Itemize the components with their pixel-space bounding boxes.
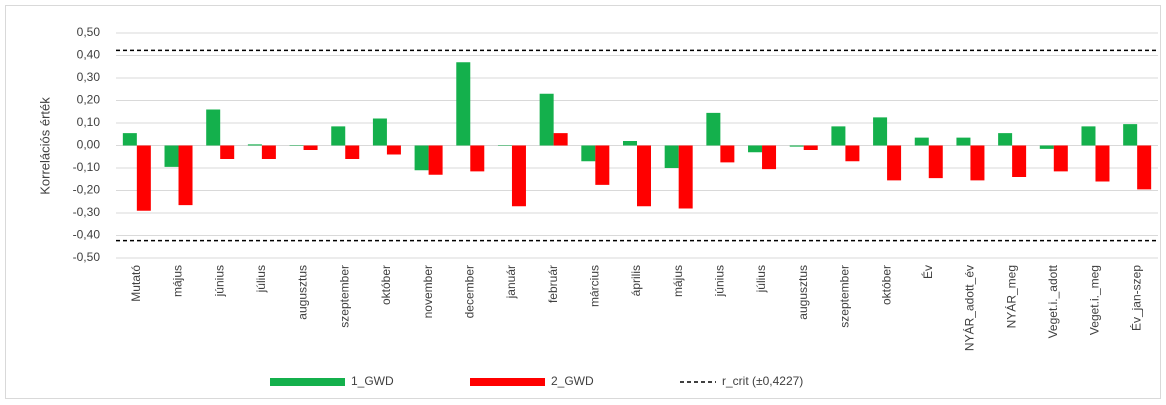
x-tick-label: augusztus xyxy=(796,265,810,320)
bar xyxy=(595,145,610,185)
x-tick-label: Veget.i._adott xyxy=(1046,264,1060,338)
legend-label: 1_GWD xyxy=(351,374,394,388)
bar xyxy=(1039,145,1054,149)
bar xyxy=(678,145,693,209)
bar xyxy=(581,145,596,162)
bar xyxy=(178,145,193,206)
y-axis-label: Korrelációs érték xyxy=(37,97,52,195)
x-tick-label: NYÁR_meg xyxy=(1003,265,1018,328)
x-tick-label: Év_jan-szep xyxy=(1128,265,1143,331)
bar xyxy=(206,109,221,146)
bar xyxy=(247,144,262,146)
bar xyxy=(414,145,429,171)
y-tick-label: -0,40 xyxy=(73,228,101,242)
bar xyxy=(345,145,360,159)
y-tick-label: -0,20 xyxy=(73,183,101,197)
x-tick-label: június xyxy=(212,265,226,297)
bar xyxy=(720,145,735,163)
bar xyxy=(803,145,818,150)
bar xyxy=(289,145,304,146)
legend-swatch xyxy=(470,378,545,386)
x-tick-label: április xyxy=(629,265,643,296)
x-tick-label: szeptember xyxy=(838,265,852,328)
y-tick-label: 0,30 xyxy=(77,70,101,84)
x-tick-label: november xyxy=(421,265,435,318)
bar xyxy=(386,145,401,155)
legend-swatch xyxy=(270,378,345,386)
bar xyxy=(1012,145,1027,177)
bar xyxy=(303,145,318,150)
bar xyxy=(372,118,387,146)
x-tick-label: március xyxy=(587,265,601,307)
x-tick-label: szeptember xyxy=(337,265,351,328)
y-tick-label: 0,10 xyxy=(77,115,101,129)
bar xyxy=(470,145,485,172)
bar xyxy=(1053,145,1068,172)
bar xyxy=(845,145,860,162)
x-tick-label: június xyxy=(713,265,727,297)
x-tick-label: október xyxy=(379,265,393,305)
bar xyxy=(1123,124,1138,146)
bar xyxy=(511,145,526,207)
y-tick-label: 0,00 xyxy=(77,138,101,152)
bar xyxy=(706,112,721,146)
x-tick-label: Év xyxy=(920,265,935,279)
y-tick-label: 0,40 xyxy=(77,48,101,62)
bar xyxy=(664,145,679,168)
bar xyxy=(1137,145,1152,190)
x-tick-label: május xyxy=(171,265,185,297)
chart-border xyxy=(5,5,1161,399)
y-tick-label: 0,50 xyxy=(77,25,101,39)
bar xyxy=(970,145,985,181)
bar xyxy=(122,133,137,146)
x-tick-label: december xyxy=(462,265,476,318)
bar xyxy=(914,137,929,146)
bar xyxy=(623,141,637,146)
bar xyxy=(873,117,888,146)
bar xyxy=(428,145,443,175)
bar xyxy=(497,145,512,146)
bar xyxy=(220,145,235,159)
bar xyxy=(789,145,804,147)
bar xyxy=(1081,126,1096,146)
bar xyxy=(331,126,346,146)
bar xyxy=(136,145,151,211)
bar xyxy=(164,145,179,167)
bar xyxy=(261,145,276,159)
y-tick-label: -0,50 xyxy=(73,250,101,264)
bar xyxy=(553,133,568,146)
bar xyxy=(887,145,902,181)
bar xyxy=(1095,145,1110,182)
x-tick-label: NYÁR_adott_év xyxy=(962,265,977,351)
x-tick-label: január xyxy=(504,265,518,299)
x-tick-label: Veget.i._meg xyxy=(1088,265,1102,335)
x-tick-label: május xyxy=(671,265,685,297)
x-tick-label: augusztus xyxy=(296,265,310,320)
legend-label: r_crit (±0,4227) xyxy=(722,374,803,388)
bar xyxy=(831,126,846,146)
bar xyxy=(748,145,763,153)
x-tick-label: október xyxy=(879,265,893,305)
y-tick-label: 0,20 xyxy=(77,93,101,107)
bar xyxy=(928,145,943,179)
bar xyxy=(637,145,651,207)
x-tick-label: július xyxy=(254,265,268,293)
bar xyxy=(762,145,777,170)
bar xyxy=(998,133,1013,146)
bar xyxy=(539,93,554,146)
legend-label: 2_GWD xyxy=(551,374,594,388)
bar xyxy=(956,137,971,146)
x-tick-label: július xyxy=(754,265,768,293)
x-tick-label: február xyxy=(546,265,560,303)
y-tick-label: -0,10 xyxy=(73,160,101,174)
y-tick-label: -0,30 xyxy=(73,205,101,219)
x-tick-label: Mutató xyxy=(129,265,143,302)
bar xyxy=(456,62,471,146)
